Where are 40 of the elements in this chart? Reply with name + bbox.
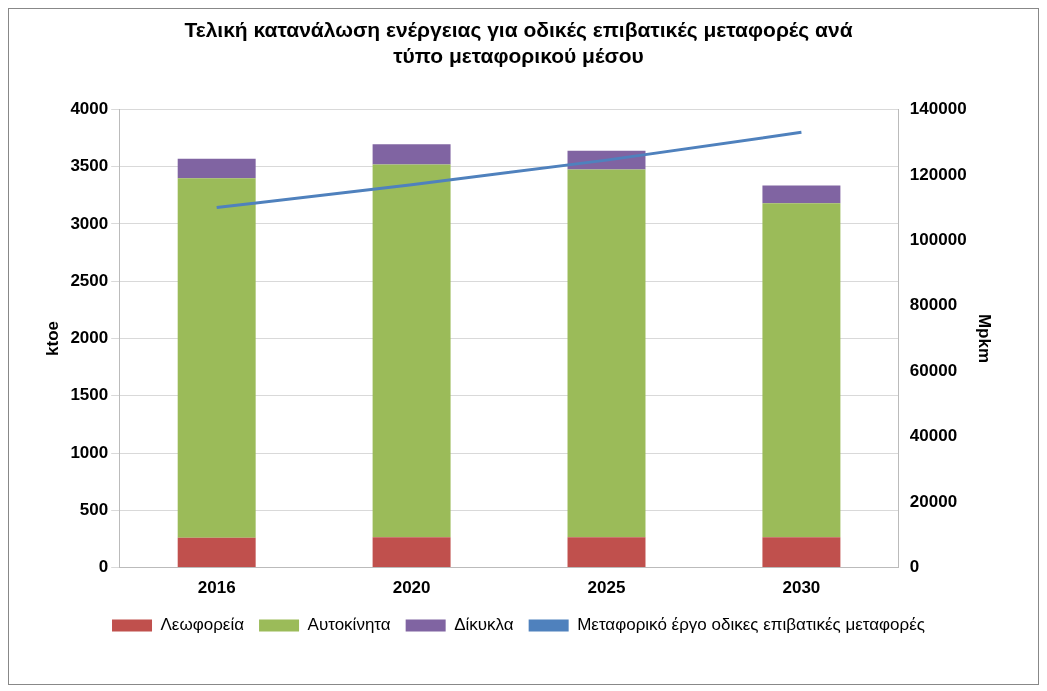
legend-label: Λεωφορεία bbox=[160, 615, 245, 635]
y2-tick-label: 120000 bbox=[909, 164, 967, 184]
bar bbox=[567, 537, 646, 568]
x-tick-label: 2020 bbox=[392, 578, 431, 598]
bar bbox=[762, 203, 841, 538]
y2-tick-label: 140000 bbox=[909, 99, 967, 119]
bar bbox=[762, 537, 841, 568]
y-tick-label: 1000 bbox=[70, 442, 109, 462]
text: Τελική κατανάλωση ενέργειας για οδικές επιβατικές μεταφορές ανά bbox=[184, 18, 853, 42]
x-tick-label: 2016 bbox=[197, 578, 236, 598]
y2-axis-title: Mpkm bbox=[975, 313, 995, 364]
bar bbox=[177, 178, 256, 538]
legend-label: Μεταφορικό έργο οδικες επιβατικές μεταφορές bbox=[577, 615, 925, 635]
x-tick-label: 2025 bbox=[587, 578, 626, 598]
y2-tick-label: 20000 bbox=[909, 491, 958, 511]
y-tick-label: 3500 bbox=[70, 156, 109, 176]
y-tick-label: 1500 bbox=[70, 385, 109, 405]
legend-label: Δίκυκλα bbox=[454, 615, 514, 635]
x-tick-label: 2030 bbox=[782, 578, 821, 598]
y-tick-label: 500 bbox=[79, 500, 109, 520]
bar bbox=[177, 537, 256, 568]
y2-tick-label: 100000 bbox=[909, 230, 967, 249]
bar bbox=[762, 185, 841, 204]
bar bbox=[372, 144, 451, 165]
y2-tick-label: 40000 bbox=[909, 426, 958, 446]
bar bbox=[567, 169, 646, 538]
y-tick-label: 2000 bbox=[70, 328, 109, 348]
bar bbox=[372, 164, 451, 538]
y-tick-label: 0 bbox=[98, 557, 109, 577]
y-axis-title: ktoe bbox=[42, 321, 62, 356]
y2-tick-label: 80000 bbox=[909, 295, 958, 315]
text: τύπο μεταφορικού μέσου bbox=[393, 43, 644, 67]
y-tick-label: 4000 bbox=[70, 99, 109, 119]
y-tick-label: 2500 bbox=[70, 270, 109, 290]
y2-tick-label: 0 bbox=[909, 557, 920, 577]
y-tick-label: 3000 bbox=[70, 213, 109, 233]
y2-tick-label: 60000 bbox=[909, 360, 958, 380]
bar bbox=[372, 537, 451, 568]
legend-label: Αυτοκίνητα bbox=[307, 615, 391, 635]
bar bbox=[177, 158, 256, 179]
